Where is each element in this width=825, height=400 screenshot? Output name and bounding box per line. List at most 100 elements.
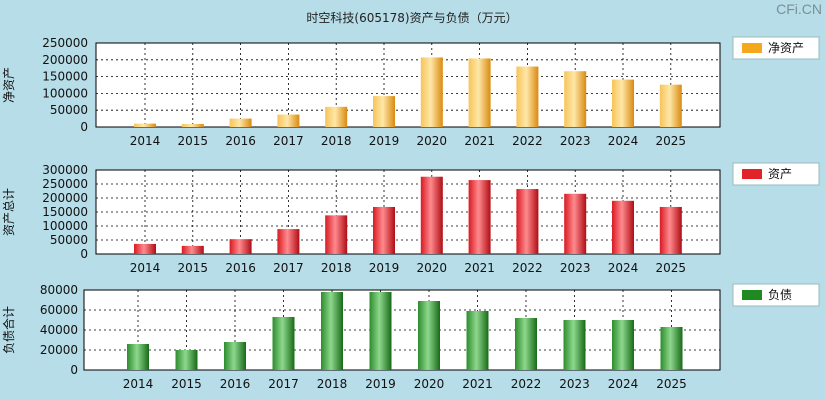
bar-2023 [563,320,586,370]
y-tick-label: 300000 [42,163,88,177]
bar-2019 [373,96,395,127]
watermark: CFi.CN [776,1,822,17]
bar-2017 [277,114,300,127]
bar-2025 [660,327,683,370]
x-tick-label: 2014 [130,134,161,148]
x-tick-label: 2016 [225,261,256,275]
x-tick-label: 2024 [608,261,639,275]
bar-2024 [612,200,634,254]
y-tick-label: 20000 [40,343,78,357]
bar-2020 [420,57,443,128]
y-tick-label: 50000 [50,233,88,247]
x-tick-label: 2023 [560,261,591,275]
y-tick-label: 100000 [42,219,88,233]
x-tick-label: 2018 [321,134,352,148]
x-tick-label: 2024 [608,134,639,148]
bar-2017 [277,229,300,254]
y-tick-label: 50000 [50,103,88,117]
legend-label: 净资产 [768,41,804,55]
x-tick-label: 2019 [365,377,396,391]
x-tick-label: 2020 [417,134,448,148]
x-tick-label: 2023 [559,377,590,391]
bar-2016 [229,239,252,254]
y-tick-label: 200000 [42,191,88,205]
x-tick-label: 2024 [608,377,639,391]
legend-box [732,36,820,60]
bar-2016 [229,118,252,127]
y-axis-title: 资产总计 [2,188,16,236]
bar-2017 [272,317,295,370]
legend-swatch [742,43,762,53]
x-tick-label: 2025 [656,377,687,391]
bar-2015 [175,350,198,370]
bar-2019 [373,206,395,254]
x-tick-label: 2017 [268,377,299,391]
bar-2018 [325,106,348,127]
bar-2023 [564,193,587,254]
y-axis-title: 负债合计 [1,306,16,354]
y-tick-label: 0 [70,363,78,377]
x-tick-label: 2018 [321,261,352,275]
x-tick-label: 2020 [417,261,448,275]
y-tick-label: 80000 [40,283,78,297]
bar-2024 [612,320,634,370]
bar-2024 [612,79,634,127]
x-tick-label: 2025 [656,261,687,275]
legend-box [732,283,820,307]
x-tick-label: 2022 [512,134,543,148]
legend-box [732,162,820,186]
bar-2014 [134,123,156,127]
y-tick-label: 250000 [42,177,88,191]
x-tick-label: 2015 [178,261,209,275]
legend-swatch [742,290,762,300]
legend-swatch [742,169,762,179]
x-tick-label: 2022 [511,377,542,391]
bar-2020 [420,176,443,254]
x-tick-label: 2021 [462,377,493,391]
y-tick-label: 200000 [42,53,88,67]
y-tick-label: 100000 [42,86,88,100]
chart-panel-3: 0 20000 40000 60000 80000 2014 2015 2016 2017 201… [1,283,820,391]
bar-2023 [564,71,587,127]
bar-2022 [516,66,539,127]
x-tick-label: 2022 [512,261,543,275]
x-tick-label: 2017 [273,134,304,148]
x-tick-label: 2015 [178,134,209,148]
x-tick-label: 2021 [464,261,495,275]
bar-2018 [321,292,343,370]
y-tick-label: 150000 [42,205,88,219]
legend: 净资产 [732,36,820,60]
bar-2025 [659,206,682,254]
bar-2014 [134,243,156,254]
bar-2015 [181,123,204,127]
x-tick-label: 2014 [130,261,161,275]
legend-label: 资产 [768,167,792,181]
x-tick-label: 2016 [220,377,251,391]
bar-2014 [127,344,149,370]
y-tick-label: 40000 [40,323,78,337]
bar-2019 [369,292,392,370]
bar-2020 [418,301,440,370]
x-tick-label: 2017 [273,261,304,275]
x-tick-label: 2019 [369,134,400,148]
bar-2021 [468,58,491,127]
x-tick-label: 2025 [656,134,687,148]
bar-2021 [468,180,491,254]
chart-title: 时空科技(605178)资产与负债（万元） [306,11,517,25]
x-tick-label: 2021 [464,134,495,148]
y-tick-label: 250000 [42,36,88,50]
y-tick-label: 0 [80,120,88,134]
x-tick-label: 2015 [171,377,202,391]
bar-2016 [224,342,246,370]
y-tick-label: 150000 [42,70,88,84]
chart-panel-1: 0 50000 100000 150000 200000 250000 2014 2015 20… [2,36,820,148]
y-axis-title: 净资产 [2,67,16,103]
bar-2022 [515,318,537,370]
x-tick-label: 2014 [123,377,154,391]
bar-2022 [516,189,539,254]
legend-label: 负债 [768,288,792,302]
bar-2018 [325,215,348,254]
x-tick-label: 2016 [225,134,256,148]
